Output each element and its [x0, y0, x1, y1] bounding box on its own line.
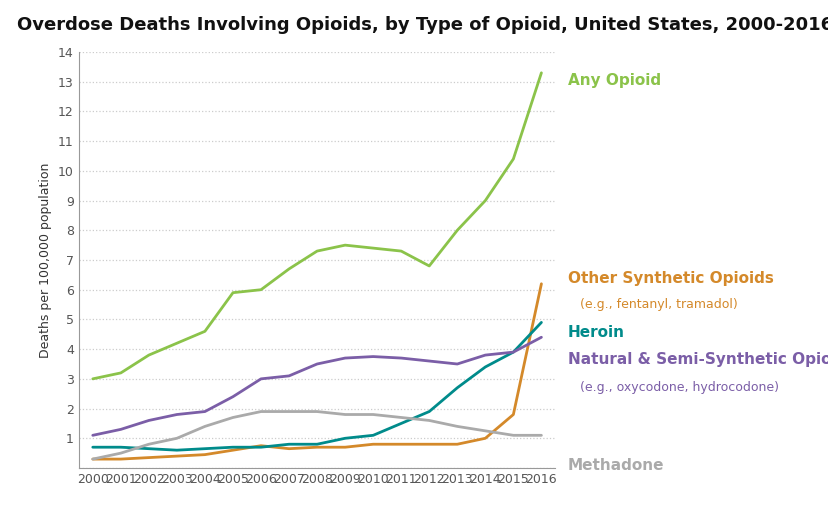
Text: Other Synthetic Opioids: Other Synthetic Opioids: [567, 271, 773, 285]
Text: Natural & Semi-Synthetic Opioids: Natural & Semi-Synthetic Opioids: [567, 353, 828, 367]
Text: Heroin: Heroin: [567, 326, 624, 340]
Y-axis label: Deaths per 100,000 population: Deaths per 100,000 population: [40, 162, 52, 358]
Text: Methadone: Methadone: [567, 458, 663, 473]
Text: Overdose Deaths Involving Opioids, by Type of Opioid, United States, 2000-2016: Overdose Deaths Involving Opioids, by Ty…: [17, 16, 828, 34]
Text: Any Opioid: Any Opioid: [567, 73, 660, 88]
Text: (e.g., oxycodone, hydrocodone): (e.g., oxycodone, hydrocodone): [580, 381, 778, 394]
Text: (e.g., fentanyl, tramadol): (e.g., fentanyl, tramadol): [580, 297, 737, 311]
